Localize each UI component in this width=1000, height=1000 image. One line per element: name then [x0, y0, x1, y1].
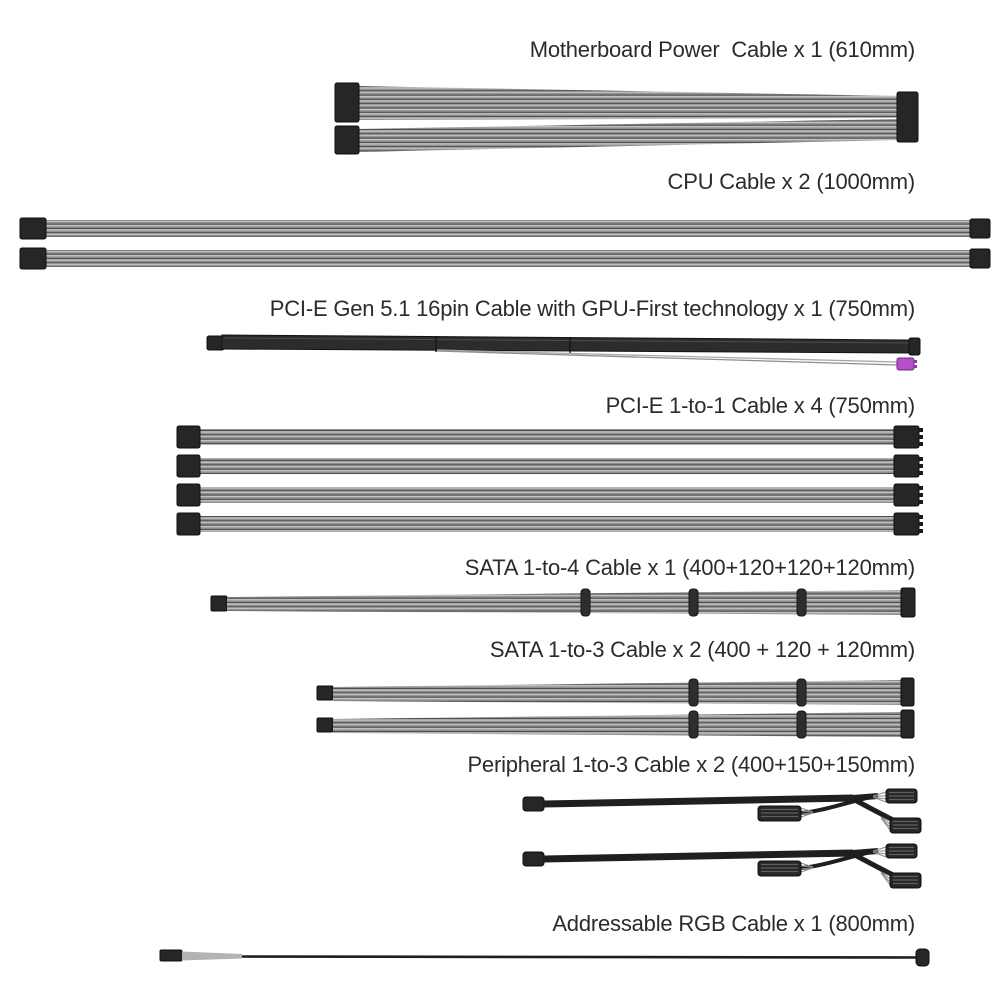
inline-sata-connector: [796, 588, 807, 617]
sata-1to3-cables-graphic: [316, 677, 915, 739]
label-motherboard-power-cable: Motherboard Power Cable x 1 (610mm): [529, 37, 916, 62]
label-addressable-rgb-cable: Addressable RGB Cable x 1 (800mm): [552, 911, 915, 936]
connector: [969, 248, 991, 269]
peripheral-cable-graphic: [523, 844, 921, 888]
connector: [159, 949, 183, 962]
connector: [316, 717, 334, 733]
inline-sata-connector: [796, 710, 807, 739]
sense-wire: [436, 350, 899, 366]
inline-sata-connector: [580, 588, 591, 617]
connector: [210, 595, 228, 612]
inline-sata-connector: [688, 710, 699, 739]
inline-sata-connector: [688, 678, 699, 707]
connector: [19, 217, 47, 240]
end-sata-connector: [900, 587, 916, 618]
connector: [334, 125, 360, 155]
purple-sense-connector: [896, 357, 915, 371]
pcie-1to1-cables-graphic: [176, 425, 923, 536]
motherboard-power-cable-graphic: [334, 82, 919, 155]
connector: [176, 483, 201, 507]
connector: [176, 425, 201, 449]
end-sata-connector: [900, 709, 915, 739]
label-sata-1to4-cable: SATA 1-to-4 Cable x 1 (400+120+120+120mm…: [464, 555, 915, 580]
connector: [893, 454, 920, 478]
connector: [915, 948, 930, 967]
connector: [206, 335, 225, 351]
connector: [969, 218, 991, 239]
sense-wire: [436, 349, 899, 363]
connector: [908, 337, 921, 356]
argb-cable-graphic: [159, 948, 930, 967]
label-sata-1to3-cable: SATA 1-to-3 Cable x 2 (400 + 120 + 120mm…: [489, 637, 915, 662]
peripheral-cable-graphic: [523, 789, 921, 833]
pcie-gen5-cable-graphic: [206, 334, 921, 371]
connector: [334, 82, 360, 123]
end-sata-connector: [900, 677, 915, 707]
connector: [893, 483, 920, 507]
label-pcie-1to1-cable: PCI-E 1-to-1 Cable x 4 (750mm): [605, 393, 916, 418]
cpu-cables-graphic: [19, 217, 991, 270]
label-pcie-gen5-cable: PCI-E Gen 5.1 16pin Cable with GPU-First…: [269, 296, 915, 321]
connector: [893, 512, 920, 536]
connector-24pin: [896, 91, 919, 143]
label-peripheral-1to3-cable: Peripheral 1-to-3 Cable x 2 (400+150+150…: [467, 752, 915, 777]
connector: [19, 247, 47, 270]
inline-sata-connector: [688, 588, 699, 617]
connector: [316, 685, 334, 701]
sata-1to4-cable-graphic: [210, 587, 916, 618]
connector: [176, 512, 201, 536]
connector: [176, 454, 201, 478]
connector: [893, 425, 920, 449]
label-cpu-cable: CPU Cable x 2 (1000mm): [667, 169, 916, 194]
inline-sata-connector: [796, 678, 807, 707]
